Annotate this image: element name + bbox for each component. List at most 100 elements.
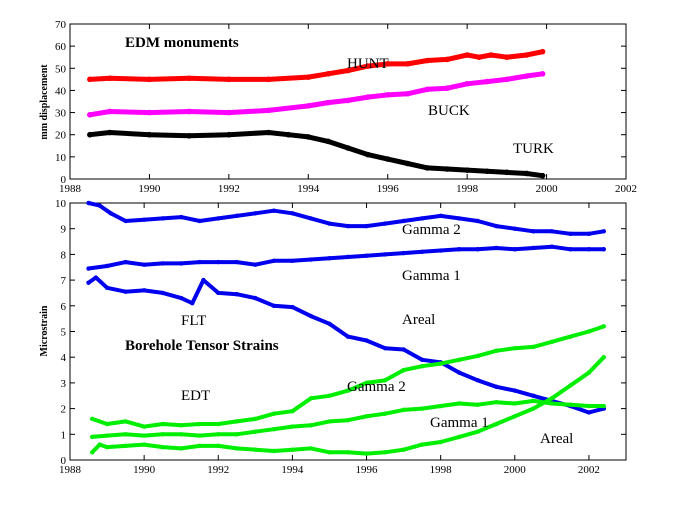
flt-areal-data-point bbox=[179, 295, 184, 301]
buck-data-point bbox=[87, 111, 93, 118]
turk-data-point bbox=[186, 133, 192, 139]
top-x-tick-label: 1988 bbox=[59, 183, 82, 195]
flt-gamma-1-data-point bbox=[179, 261, 184, 266]
top-axis-ticks: 1988 1990 1992 1994 1996 1998 2000 2002 0 10 20 30 4… bbox=[55, 19, 637, 195]
edt-areal-data-point bbox=[601, 324, 606, 329]
flt-areal-data-point bbox=[401, 347, 406, 352]
top-y-tick-label: 30 bbox=[55, 108, 67, 120]
buck-data-point bbox=[305, 103, 312, 109]
buck-data-point bbox=[146, 109, 153, 116]
top-y-tick-label: 40 bbox=[55, 85, 67, 97]
flt-gamma-2-data-point bbox=[494, 223, 499, 229]
flt-areal-data-point bbox=[123, 289, 128, 294]
flt-gamma-1-data-point bbox=[197, 259, 202, 265]
buck-data-point bbox=[384, 92, 391, 98]
edt-gamma-2-data-point bbox=[308, 446, 314, 451]
bottom-y-tick-label: 7 bbox=[61, 275, 67, 287]
edt-gamma-1-data-point bbox=[271, 426, 277, 432]
edt-gamma-2-data-point bbox=[382, 450, 388, 455]
bottom-y-tick-label: 1 bbox=[61, 429, 67, 441]
flt-gamma-2-data-point bbox=[601, 229, 606, 234]
edt-areal-data-point bbox=[290, 408, 295, 414]
turk-data-point bbox=[365, 151, 371, 158]
hunt-data-point bbox=[523, 52, 530, 58]
flt-gamma-1-data-point bbox=[216, 259, 221, 265]
flt-gamma-1-data-point bbox=[253, 262, 258, 267]
flt-gamma-1-data-point bbox=[401, 250, 406, 256]
edt-gamma-1-data-point bbox=[568, 402, 573, 407]
hunt-data-point bbox=[504, 54, 510, 61]
borehole-strain-chart: 1988 1990 1992 1994 1996 1998 2000 2002 0 1 2 3 4 5 6 7… bbox=[39, 198, 627, 476]
edt-areal-data-point bbox=[197, 421, 202, 427]
hunt-data-point bbox=[305, 74, 312, 80]
turk-data-point bbox=[539, 172, 546, 179]
flt-label: FLT bbox=[181, 313, 206, 329]
edt-gamma-1-data-point bbox=[438, 403, 443, 409]
edt-areal-data-point bbox=[512, 346, 517, 351]
edt-areal-data-point bbox=[401, 367, 406, 373]
flt-gamma1-label: Gamma 1 bbox=[402, 268, 461, 284]
edt-gamma-2-data-point bbox=[90, 450, 95, 455]
flt-gamma-1-data-point bbox=[531, 245, 536, 251]
top-y-tick-label: 10 bbox=[55, 152, 67, 164]
edt-areal-data-point bbox=[123, 419, 128, 424]
edt-areal-data-point bbox=[104, 421, 110, 427]
top-x-tick-label: 1998 bbox=[456, 183, 479, 195]
edt-areal-data-point bbox=[253, 416, 258, 422]
turk-data-point bbox=[325, 138, 331, 145]
flt-areal-data-point bbox=[531, 393, 536, 398]
flt-gamma-2-data-point bbox=[86, 200, 91, 206]
bottom-y-tick-label: 5 bbox=[61, 327, 67, 339]
turk-label: TURK bbox=[513, 141, 554, 157]
bottom-axis-ticks: 1988 1990 1992 1994 1996 1998 2000 2002 0 1 2 3 4 5 6 7… bbox=[55, 198, 626, 476]
edt-gamma-1-data-point bbox=[401, 407, 406, 413]
flt-gamma-2-data-point bbox=[160, 216, 165, 221]
buck-data-point bbox=[345, 97, 351, 104]
bottom-y-tick-label: 2 bbox=[61, 404, 67, 416]
top-x-tick-label: 2002 bbox=[615, 183, 637, 195]
edt-gamma-2-data-point bbox=[457, 434, 462, 440]
hunt-data-point bbox=[476, 54, 482, 61]
flt-gamma-2-data-point bbox=[253, 211, 258, 216]
flt-gamma2-label: Gamma 2 bbox=[402, 222, 461, 238]
edt-gamma-2-data-point bbox=[438, 439, 443, 445]
flt-areal-data-point bbox=[216, 290, 221, 296]
buck-label: BUCK bbox=[428, 103, 470, 119]
flt-areal-data-point bbox=[201, 277, 206, 283]
turk-data-point bbox=[424, 165, 431, 171]
edt-gamma-2-data-point bbox=[419, 442, 425, 447]
flt-areal-data-point bbox=[104, 285, 110, 291]
top-y-tick-label: 50 bbox=[55, 63, 67, 75]
turk-data-point bbox=[146, 131, 153, 138]
flt-gamma-1-data-point bbox=[419, 249, 425, 255]
top-plot-frame bbox=[69, 23, 627, 180]
edt-areal-data-point bbox=[216, 421, 221, 427]
edt-gamma-1-data-point bbox=[512, 401, 517, 406]
top-x-tick-label: 1996 bbox=[377, 183, 400, 195]
flt-gamma-1-data-point bbox=[308, 257, 314, 262]
edt-gamma-1-data-point bbox=[494, 399, 499, 405]
flt-areal-data-point bbox=[475, 378, 480, 383]
edt-gamma-2-data-point bbox=[234, 446, 239, 451]
edt-gamma-2-data-point bbox=[531, 406, 536, 411]
edt-gamma-2-data-point bbox=[104, 444, 110, 450]
edt-areal-data-point bbox=[234, 419, 239, 424]
bottom-x-tick-label: 2002 bbox=[578, 464, 600, 476]
flt-gamma-2-data-point bbox=[290, 211, 295, 216]
edt-gamma-2-data-point bbox=[290, 447, 295, 452]
top-y-tick-label: 60 bbox=[55, 41, 67, 53]
flt-gamma-2-data-point bbox=[179, 214, 184, 220]
hunt-data-point bbox=[464, 52, 470, 58]
hunt-data-point bbox=[384, 61, 391, 67]
flt-gamma-2-data-point bbox=[197, 218, 202, 224]
bottom-title-annotation: Borehole Tensor Strains bbox=[125, 338, 279, 354]
flt-gamma-2-series-line bbox=[86, 201, 606, 236]
hunt-series-line bbox=[87, 49, 546, 82]
edt-gamma-1-data-point bbox=[179, 432, 184, 437]
buck-data-point bbox=[325, 99, 331, 106]
edt-gamma-1-data-point bbox=[216, 432, 221, 437]
edt-gamma-2-data-point bbox=[327, 450, 332, 455]
flt-gamma-2-data-point bbox=[271, 208, 277, 213]
flt-gamma-2-data-point bbox=[141, 217, 147, 222]
turk-data-point bbox=[226, 131, 232, 138]
